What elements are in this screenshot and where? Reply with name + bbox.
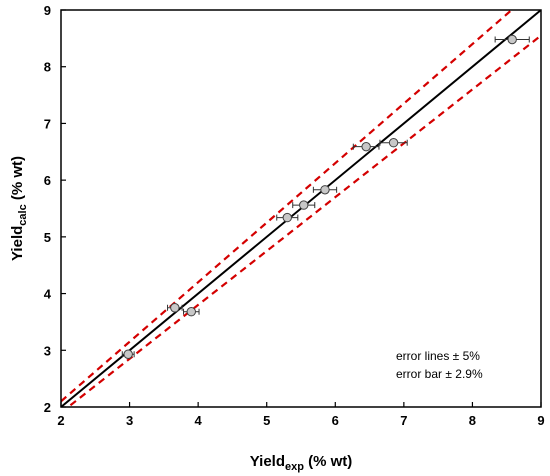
y-tick-label: 3 xyxy=(44,343,51,358)
data-point xyxy=(123,349,133,359)
y-axis-title-main: Yield xyxy=(9,226,26,261)
x-tick-label: 9 xyxy=(537,413,544,428)
error-bar-note: error bar ± 2.9% xyxy=(396,367,483,381)
x-axis-title-sub: exp xyxy=(285,461,304,473)
x-axis-title: Yieldexp (% wt) xyxy=(250,453,353,473)
upper-error-line xyxy=(61,10,514,403)
data-point xyxy=(507,34,517,45)
y-tick-label: 9 xyxy=(44,3,51,18)
y-tick-label: 6 xyxy=(44,173,51,188)
y-axis-title: Yieldcalc (% wt) xyxy=(9,156,29,261)
y-tick-label: 4 xyxy=(44,287,52,302)
y-tick-label: 8 xyxy=(44,60,51,75)
data-point xyxy=(361,141,371,152)
y-tick-label: 5 xyxy=(44,230,51,245)
data-point xyxy=(282,212,292,223)
x-axis-title-main: Yield xyxy=(250,453,285,470)
y-tick-label: 2 xyxy=(44,400,51,415)
data-point xyxy=(299,200,309,210)
axis-ticks xyxy=(60,9,542,408)
x-tick-label: 4 xyxy=(195,413,203,428)
data-points xyxy=(121,34,530,359)
x-axis-title-rest: (% wt) xyxy=(304,453,352,470)
x-tick-label: 7 xyxy=(400,413,407,428)
error-lines-note: error lines ± 5% xyxy=(396,349,480,363)
y-tick-label: 7 xyxy=(44,116,51,131)
x-tick-label: 6 xyxy=(332,413,339,428)
y-axis-title-sub: calc xyxy=(17,204,29,225)
x-tick-label: 5 xyxy=(263,413,270,428)
data-point xyxy=(186,307,196,317)
plot-frame xyxy=(60,9,542,408)
x-tick-label: 8 xyxy=(469,413,476,428)
data-point xyxy=(320,185,330,195)
tick-labels: 2 3 4 5 6 7 8 9 2 3 4 5 6 7 8 9 xyxy=(44,3,545,428)
lower-error-line xyxy=(66,34,541,407)
y-axis-title-rest: (% wt) xyxy=(9,156,26,204)
data-point xyxy=(388,138,399,148)
x-tick-label: 2 xyxy=(57,413,64,428)
x-tick-label: 3 xyxy=(126,413,133,428)
data-point xyxy=(170,303,180,313)
